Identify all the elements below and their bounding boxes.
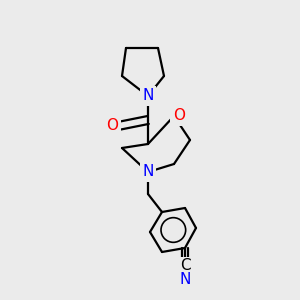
Text: O: O	[106, 118, 118, 134]
Text: O: O	[173, 109, 185, 124]
Text: C: C	[180, 259, 190, 274]
Text: N: N	[142, 88, 154, 104]
Text: N: N	[142, 164, 154, 179]
Text: N: N	[179, 272, 191, 287]
